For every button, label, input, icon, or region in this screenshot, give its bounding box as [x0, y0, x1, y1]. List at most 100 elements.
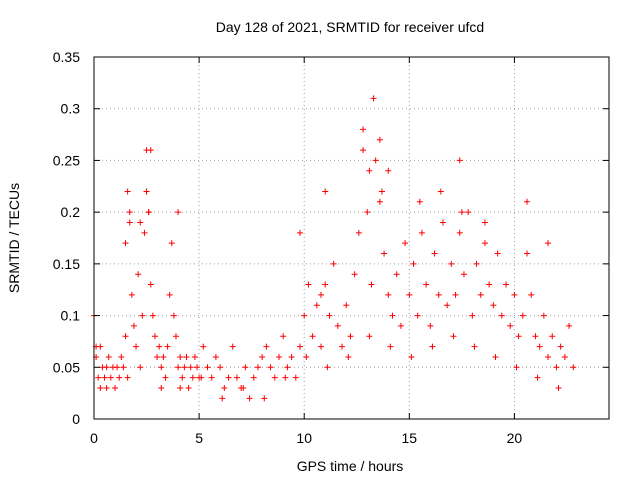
data-point [343, 302, 350, 309]
data-point [345, 353, 352, 360]
data-point [107, 374, 114, 381]
data-point [105, 353, 112, 360]
data-point [179, 374, 186, 381]
data-point [385, 167, 392, 174]
data-point [143, 188, 150, 195]
data-point [130, 322, 137, 329]
data-point [347, 333, 354, 340]
data-point [177, 353, 184, 360]
data-point [114, 364, 121, 371]
data-point [219, 395, 226, 402]
data-point [147, 147, 154, 154]
data-point [128, 291, 135, 298]
data-point [566, 322, 573, 329]
data-point [305, 281, 312, 288]
data-point [160, 353, 167, 360]
data-point [154, 353, 161, 360]
data-point [465, 209, 472, 216]
data-point [397, 322, 404, 329]
data-point [540, 312, 547, 319]
data-point [570, 364, 577, 371]
data-point [427, 322, 434, 329]
data-point [351, 271, 358, 278]
data-point [498, 312, 505, 319]
y-tick-label: 0 [72, 411, 80, 427]
data-point [444, 302, 451, 309]
data-point [376, 198, 383, 205]
y-axis-label: SRMTID / TECUs [6, 183, 22, 293]
data-point [473, 260, 480, 267]
x-tick-label: 15 [402, 430, 418, 446]
data-point [158, 384, 165, 391]
data-point [524, 198, 531, 205]
data-point [246, 395, 253, 402]
y-tick-label: 0.2 [61, 204, 81, 220]
data-point [250, 374, 257, 381]
data-point [511, 291, 518, 298]
data-point [490, 302, 497, 309]
data-point [261, 395, 268, 402]
data-point [217, 364, 224, 371]
data-point [137, 364, 144, 371]
data-points [91, 95, 577, 402]
data-point [297, 343, 303, 350]
data-point [322, 281, 329, 288]
data-point [339, 343, 346, 350]
data-point [549, 333, 556, 340]
data-point [194, 364, 200, 371]
data-point [378, 188, 385, 195]
data-point [416, 198, 423, 205]
data-point [101, 374, 108, 381]
plot-frame [93, 56, 610, 420]
data-point [402, 240, 409, 247]
chart-title: Day 128 of 2021, SRMTID for receiver ufc… [216, 19, 484, 35]
data-point [458, 209, 465, 216]
data-point [175, 364, 182, 371]
data-point [141, 229, 148, 236]
data-point [240, 384, 247, 391]
data-point [492, 353, 499, 360]
data-point [528, 291, 535, 298]
data-point [393, 271, 400, 278]
data-point [263, 343, 270, 350]
data-point [364, 209, 371, 216]
data-point [366, 333, 373, 340]
data-point [486, 281, 493, 288]
data-point [122, 333, 129, 340]
data-point [460, 271, 467, 278]
x-tick-label: 10 [296, 430, 312, 446]
data-point [118, 353, 125, 360]
data-point [254, 364, 261, 371]
data-point [481, 240, 488, 247]
data-point [177, 384, 184, 391]
data-point [553, 364, 560, 371]
data-point [410, 260, 417, 267]
data-point [271, 374, 278, 381]
data-point [360, 147, 367, 154]
data-point [431, 250, 438, 257]
data-point [181, 364, 188, 371]
data-point [355, 229, 362, 236]
data-point [408, 353, 415, 360]
data-point [534, 374, 541, 381]
y-tick-label: 0.35 [53, 49, 80, 65]
data-point [561, 353, 568, 360]
data-point [318, 343, 325, 350]
data-point [519, 312, 526, 319]
data-point [309, 333, 316, 340]
data-point [437, 188, 444, 195]
data-point [170, 312, 177, 319]
data-point [166, 291, 173, 298]
data-point [324, 364, 331, 371]
data-point [200, 343, 207, 350]
data-point [456, 229, 463, 236]
data-point [185, 384, 192, 391]
data-point [297, 229, 303, 236]
data-point [555, 384, 562, 391]
x-tick-label: 5 [195, 430, 203, 446]
data-point [389, 312, 396, 319]
data-point [301, 312, 308, 319]
data-point [198, 374, 205, 381]
data-point [313, 302, 320, 309]
data-point [435, 291, 442, 298]
